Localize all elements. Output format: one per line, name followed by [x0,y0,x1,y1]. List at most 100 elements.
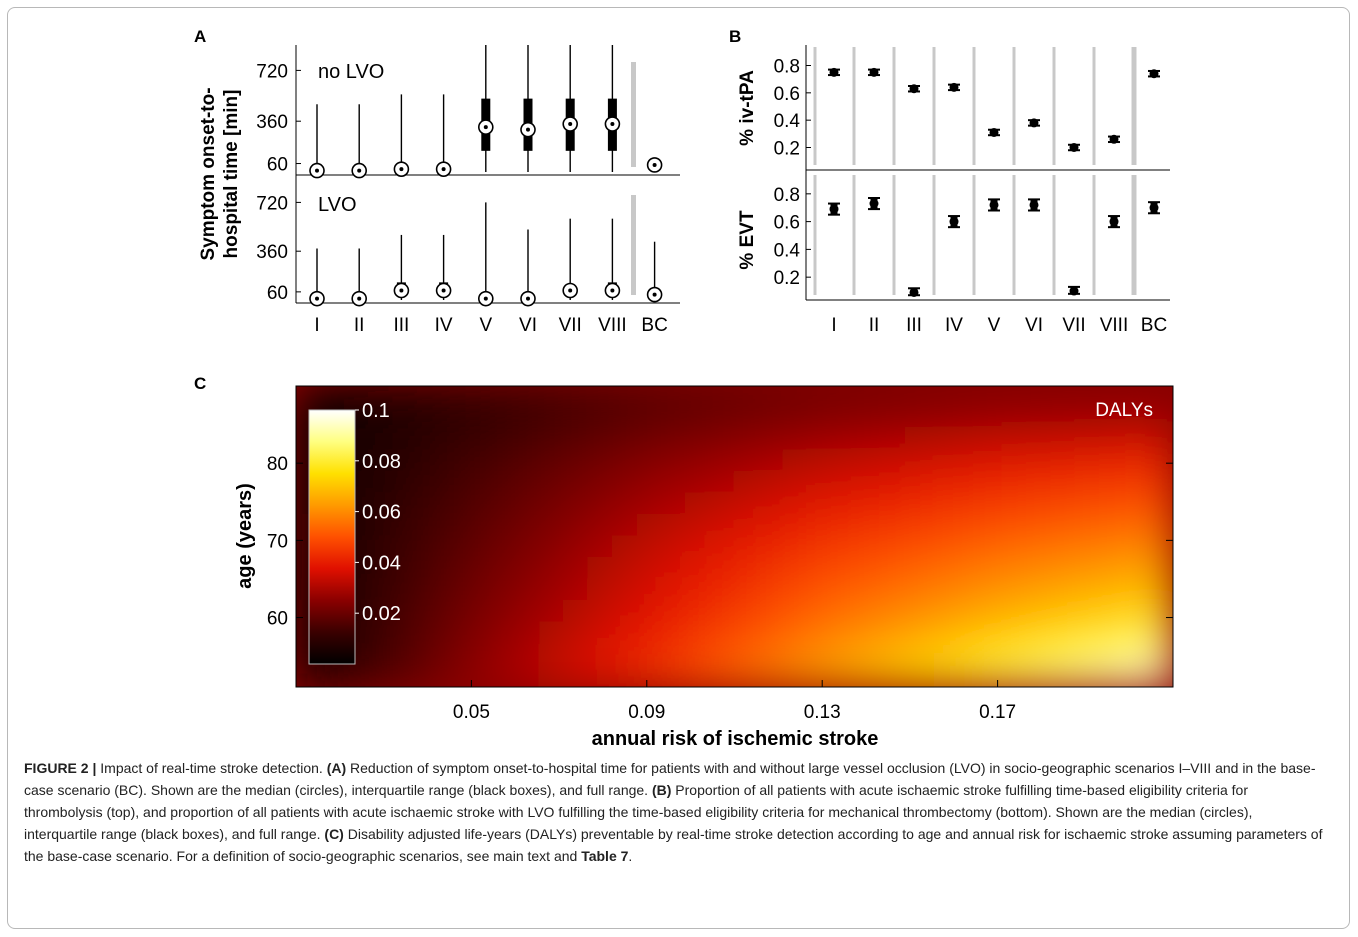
heatmap-cell [709,492,736,516]
panel-b-bottom-median-marker [1029,200,1039,210]
panel-b-xticks: I II III IV V VI VII VIII BC [831,315,1167,336]
heatmap-cell [562,492,590,516]
heatmap-cell [904,471,931,495]
panel-b-top-median-marker [989,127,999,137]
heatmap-cell [465,406,492,430]
heatmap-cell [489,471,517,495]
heatmap-cell [806,428,833,452]
panel-b-bottom-median-marker [949,217,959,227]
panel-a-top-boxes [309,45,663,179]
panel-a-top-median-dot [441,167,446,172]
heatmap-cell [855,492,882,516]
heatmap-cell [1050,471,1077,495]
heatmap-cell [684,386,712,409]
heatmap-cell [416,492,444,516]
heatmap-cell [587,621,614,645]
heatmap-cell [1074,449,1101,473]
heatmap-cell [1050,621,1077,645]
heatmap-cell [684,449,712,473]
heatmap-cell [879,471,907,495]
heatmap-cell [562,428,590,452]
heatmap-cell [904,428,931,452]
heatmap-cell [611,535,639,559]
heatmap-cell [538,600,565,624]
heatmap-xlabel: annual risk of ischemic stroke [592,728,879,750]
heatmap-cell [782,386,809,409]
heatmap-cell [489,428,517,452]
heatmap-cell [782,578,809,602]
heatmap-cell [368,664,395,687]
panel-a-top-ytick-label: 720 [256,61,288,82]
heatmap-cell [1123,428,1150,452]
heatmap-frame [295,385,1174,688]
caption-end: . [628,848,633,864]
heatmap-cell [879,621,907,645]
heatmap-cell [514,557,541,581]
panel-a-top-median-dot [652,162,657,167]
heatmap-cell [660,535,687,559]
heatmap-cell [441,471,468,495]
panel-a-bottom-median-dot [399,288,404,293]
heatmap-cell [562,406,590,430]
heatmap-cell [977,471,1004,495]
heatmap-cell [441,428,468,452]
heatmap-cell [733,406,760,430]
heatmap-cell [611,578,639,602]
heatmap-cell [660,471,687,495]
heatmap-cell [830,428,858,452]
heatmap-cell [855,664,882,687]
heatmap-cell [1098,557,1126,581]
heatmap-cell [538,621,565,645]
heatmap-cell [636,428,663,452]
heatmap-cell [1025,535,1053,559]
heatmap-cell [782,535,809,559]
panel-a-top-median-dot [610,122,615,127]
heatmap-cell [538,514,565,538]
heatmap-cell [1050,535,1077,559]
heatmap-cell [757,600,785,624]
heatmap-cell [977,428,1004,452]
heatmap-cell [441,621,468,645]
caption-a-text: Reduction of symptom onset-to-hospital t… [24,760,1316,798]
heatmap-cell [830,621,858,645]
heatmap-cell [806,578,833,602]
panel-a-top-median-dot [399,167,404,172]
heatmap-xtick-label: 0.09 [628,702,665,723]
heatmap-cell [1001,643,1028,667]
heatmap-cell [928,514,955,538]
heatmap-cell [636,600,663,624]
heatmap-cell [684,664,712,687]
panel-a-bottom-ytick-label: 720 [256,193,288,214]
heatmap-cell [1025,600,1053,624]
heatmap-cell [952,386,980,409]
colorbar-ticks: 0.02 0.04 0.06 0.08 0.1 [355,400,401,625]
heatmap-cell [709,406,736,430]
panel-label-a: A [194,27,206,46]
panel-b-bottom-ytick-label: 0.4 [774,240,801,261]
heatmap-cell [465,578,492,602]
heatmap-cell [733,428,760,452]
colorbar-tick-label: 0.02 [362,603,401,625]
panel-a-bottom-median-dot [315,296,319,301]
heatmap-cell [1025,492,1053,516]
heatmap-cell [904,664,931,687]
heatmap-cell [684,557,712,581]
heatmap-cell [928,535,955,559]
heatmap-cell [684,428,712,452]
heatmap-cell [952,535,980,559]
panel-b-top-median-marker [869,67,879,77]
heatmap-cell [709,386,736,409]
panel-a-bottom-yticks: 60 360 720 [256,193,301,304]
panel-b-top-median-marker [1069,143,1079,152]
panel-a-top-median-dot [483,125,488,130]
heatmap-cell [684,643,712,667]
heatmap-cell [319,386,346,409]
panel-b-bottom-median-marker [909,287,919,297]
heatmap-cell [757,492,785,516]
heatmap-cell [830,471,858,495]
heatmap-cell [538,535,565,559]
heatmap-cell [514,492,541,516]
heatmap-cell [514,449,541,473]
heatmap-cell [1074,428,1101,452]
heatmap-cell [684,600,712,624]
